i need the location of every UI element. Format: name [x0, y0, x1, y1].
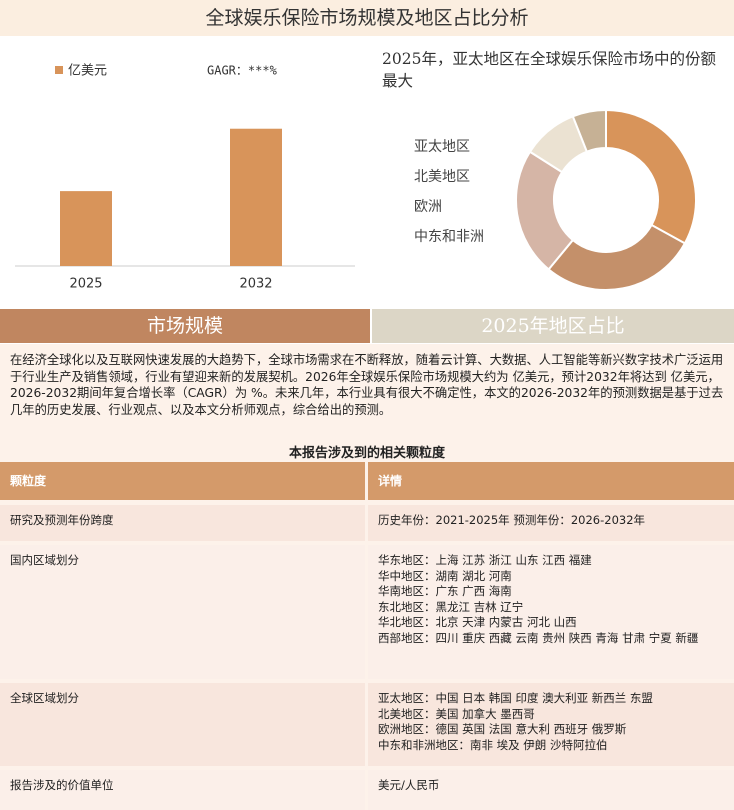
table-cell: 全球区域划分: [0, 683, 365, 766]
section-label: 2025年地区占比: [372, 309, 734, 343]
legend-label: 中东和非洲: [414, 229, 484, 245]
table-cell: 华东地区：上海 江苏 浙江 山东 江西 福建 华中地区：湖南 湖北 河南 华南地…: [368, 545, 734, 679]
bar: [230, 128, 282, 266]
legend-item: 北美地区: [414, 167, 494, 187]
legend-label: 欧洲: [414, 199, 442, 215]
table-cell: 历史年份：2021-2025年 预测年份：2026-2032年: [368, 505, 734, 541]
page-title: 全球娱乐保险市场规模及地区占比分析: [0, 0, 734, 36]
table-cell: 亚太地区：中国 日本 韩国 印度 澳大利亚 新西兰 东盟 北美地区：美国 加拿大…: [368, 683, 734, 766]
table-header-cell: 详情: [368, 462, 734, 500]
legend-item: 中东和非洲: [414, 227, 494, 247]
table-cell: 报告涉及的价值单位: [0, 770, 365, 810]
table-caption: 本报告涉及到的相关颗粒度: [288, 446, 445, 461]
table-cell: 国内区域划分: [0, 545, 365, 679]
table-cell: 研究及预测年份跨度: [0, 505, 365, 541]
x-tick-label: 2032: [239, 277, 272, 292]
section-label: 市场规模: [0, 309, 370, 343]
bar: [60, 191, 112, 266]
legend-label: 亚太地区: [414, 139, 470, 155]
legend-label: 亿美元: [68, 64, 107, 79]
pie-chart: [515, 108, 697, 291]
bar-chart: 亿美元 GAGR：***% 2025 2032: [15, 64, 355, 292]
table-cell: 美元/人民币: [368, 770, 734, 810]
x-tick-label: 2025: [69, 277, 102, 292]
legend-item: 亚太地区: [414, 137, 494, 157]
legend-swatch: [55, 66, 63, 74]
table-header-cell: 颗粒度: [0, 462, 365, 500]
pie-slice: [571, 108, 607, 153]
legend-label: 北美地区: [414, 169, 470, 185]
pie-title: 2025年，亚太地区在全球娱乐保险市场中的份额最大: [382, 50, 716, 90]
annotation: GAGR：***%: [207, 64, 278, 78]
pie-slice: [605, 108, 697, 245]
legend-item: 欧洲: [414, 197, 494, 217]
intro-text: 在经济全球化以及互联网快速发展的大趋势下，全球市场需求在不断释放，随着云计算、大…: [10, 353, 724, 417]
pie-slice: [547, 223, 687, 291]
